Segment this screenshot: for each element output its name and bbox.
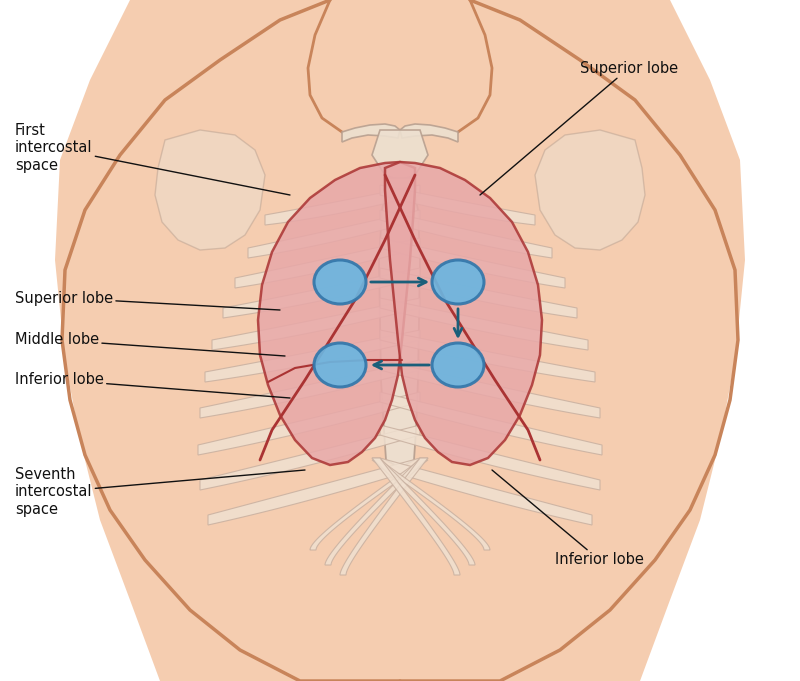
Text: Seventh
intercostal
space: Seventh intercostal space [15,467,305,517]
Text: Inferior lobe: Inferior lobe [492,470,644,567]
Polygon shape [208,458,420,525]
Polygon shape [400,124,458,142]
Polygon shape [200,425,420,490]
Ellipse shape [432,260,484,304]
Polygon shape [372,460,490,550]
Polygon shape [55,0,745,681]
Polygon shape [372,458,475,565]
Polygon shape [372,458,460,575]
Polygon shape [342,124,400,142]
Text: Superior lobe: Superior lobe [480,61,678,195]
Polygon shape [379,178,420,468]
Polygon shape [380,458,592,525]
Polygon shape [372,130,428,180]
Polygon shape [205,330,420,382]
Polygon shape [340,458,428,575]
Ellipse shape [314,260,366,304]
Polygon shape [308,0,492,138]
Polygon shape [385,162,542,465]
Polygon shape [380,425,600,490]
Polygon shape [223,268,420,318]
Polygon shape [380,238,565,288]
Polygon shape [380,298,588,350]
Text: Superior lobe: Superior lobe [15,291,280,310]
Polygon shape [535,130,645,250]
Polygon shape [235,238,420,288]
Polygon shape [380,210,552,258]
Ellipse shape [314,343,366,387]
Ellipse shape [432,343,484,387]
Polygon shape [325,458,428,565]
Text: First
intercostal
space: First intercostal space [15,123,290,195]
Polygon shape [380,330,595,382]
Polygon shape [310,460,428,550]
Polygon shape [380,185,535,225]
Polygon shape [380,392,602,455]
Polygon shape [212,298,420,350]
Polygon shape [248,210,420,258]
Polygon shape [198,392,420,455]
Polygon shape [200,360,420,418]
Polygon shape [265,185,420,225]
Polygon shape [380,268,577,318]
Polygon shape [380,360,600,418]
Polygon shape [155,130,265,250]
Text: Inferior lobe: Inferior lobe [15,373,290,398]
Polygon shape [258,162,415,465]
Text: Middle lobe: Middle lobe [15,332,285,356]
